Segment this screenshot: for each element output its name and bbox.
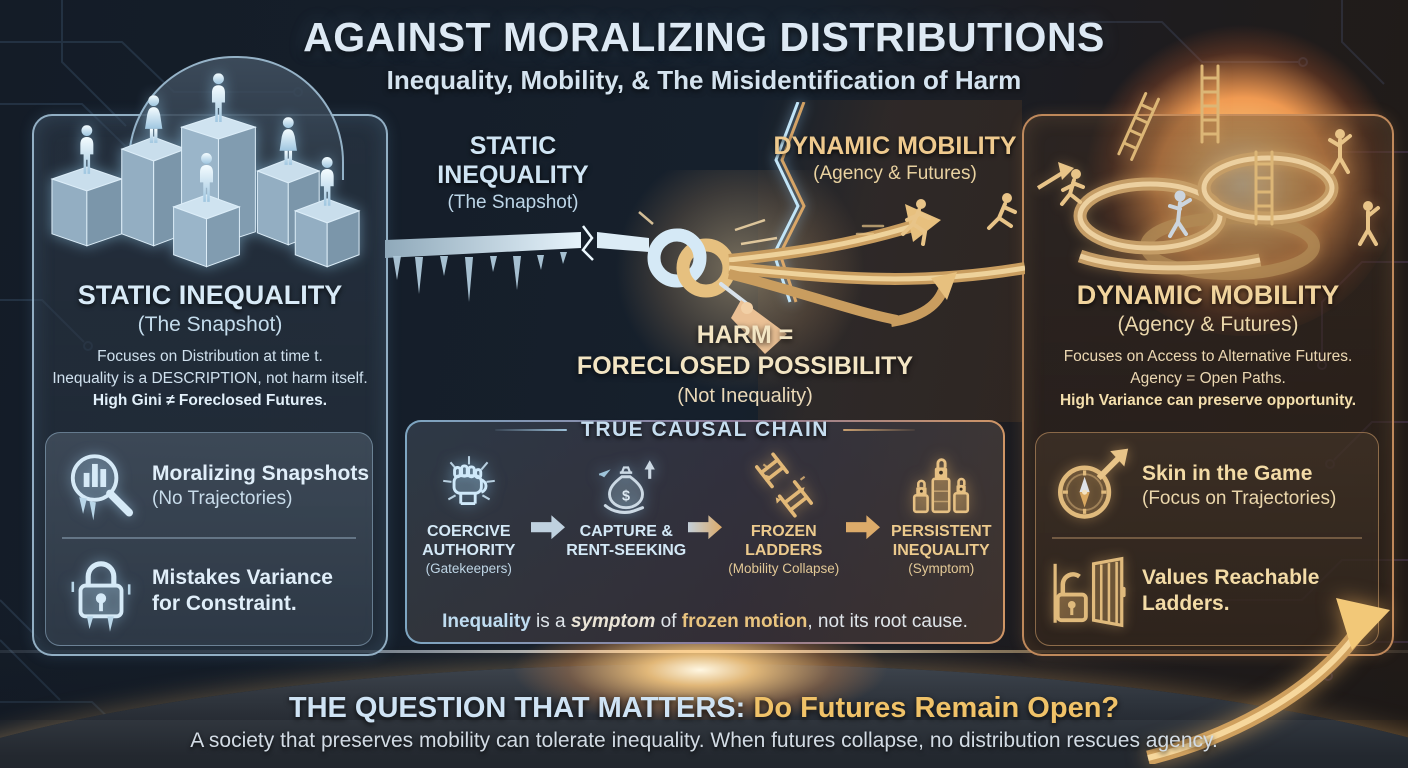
question-label: THE QUESTION THAT MATTERS: <box>288 692 754 724</box>
divider <box>1052 537 1362 539</box>
compass-arrow-icon <box>1058 448 1129 519</box>
page-title: AGAINST MORALIZING DISTRIBUTIONS <box>303 14 1105 60</box>
chain-step-title: FROZEN LADDERS <box>745 523 823 560</box>
divider <box>62 537 356 539</box>
conclusion-symptom: symptom <box>570 611 656 632</box>
dynamic-mobility-panel: DYNAMIC MOBILITY (Agency & Futures) Focu… <box>1022 64 1394 656</box>
harm-subheading: (Not Inequality) <box>677 384 813 407</box>
right-body-line1: Focuses on Access to Alternative Futures… <box>1063 348 1353 365</box>
winding-paths-illustration <box>1036 64 1380 280</box>
dynamic-side-label: DYNAMIC MOBILITY (Agency & Futures) <box>752 132 1038 185</box>
list-item-subtitle: (No Trajectories) <box>152 488 293 510</box>
right-sub-card: Skin in the Game (Focus on Trajectories)… <box>1035 432 1379 646</box>
chain-step-title: CAPTURE & RENT-SEEKING <box>566 523 687 560</box>
conclusion-text: of <box>655 611 682 632</box>
list-item-title: Moralizing Snapshots <box>152 462 370 485</box>
chain-step-coercive-authority: COERCIVE AUTHORITY (Gatekeepers) <box>407 452 531 576</box>
static-label-heading: STATIC INEQUALITY <box>437 132 589 189</box>
chain-step-title: PERSISTENT INEQUALITY <box>891 523 992 560</box>
right-body-line2: Agency = Open Paths. <box>1130 370 1286 387</box>
left-body-line1: Focuses on Distribution at time t. <box>97 348 323 365</box>
list-item-title: Values Reachable Ladders. <box>1142 565 1320 615</box>
right-panel-body: Focuses on Access to Alternative Futures… <box>1024 346 1392 412</box>
static-inequality-panel: STATIC INEQUALITY (The Snapshot) Focuses… <box>32 56 388 656</box>
money-bag-in-hand-icon: $ <box>599 460 656 514</box>
chain-steps: COERCIVE AUTHORITY (Gatekeepers) $ CAPTU <box>407 452 1003 576</box>
broken-ladder-icon <box>754 452 813 518</box>
upward-swoosh-arrow <box>1146 598 1390 764</box>
question-highlight: Do Futures Remain Open? <box>753 692 1120 724</box>
left-panel-subheading: (The Snapshot) <box>137 313 283 336</box>
frozen-magnifier-bar-chart-icon <box>70 454 134 521</box>
chain-title: TRUE CAUSAL CHAIN <box>581 418 829 441</box>
open-padlock-door-icon <box>1053 556 1126 628</box>
footer-question: THE QUESTION THAT MATTERS: Do Futures Re… <box>0 692 1408 725</box>
chain-step-subtitle: (Symptom) <box>908 561 975 577</box>
chain-arrow-icon <box>688 515 722 540</box>
chain-arrow-icon <box>845 515 880 540</box>
chain-step-capture-rent-seeking: $ CAPTURE & RENT-SEEKING <box>565 452 689 576</box>
left-sub-card: Moralizing Snapshots (No Trajectories) <box>45 432 373 646</box>
right-panel-heading: DYNAMIC MOBILITY <box>1076 280 1340 310</box>
page-subtitle: Inequality, Mobility, & The Misidentific… <box>386 65 1022 95</box>
footer-caption: A society that preserves mobility can to… <box>190 729 1218 752</box>
list-item-title: Mistakes Variance for Constraint. <box>152 565 333 615</box>
list-item-title: Skin in the Game <box>1142 462 1313 485</box>
locked-bars-icon <box>913 458 970 514</box>
frozen-figures-illustration <box>50 73 361 268</box>
chain-arrow-icon <box>530 515 565 540</box>
conclusion-text: , not its root cause. <box>807 611 968 632</box>
list-item: Mistakes Variance for Constraint. <box>46 541 372 641</box>
conclusion-inequality: Inequality <box>442 611 531 632</box>
list-item-subtitle: (Focus on Trajectories) <box>1142 488 1337 510</box>
raised-fist-icon <box>442 456 495 506</box>
right-body-line3: High Variance can preserve opportunity. <box>1059 392 1357 409</box>
left-panel-body: Focuses on Distribution at time t. Inequ… <box>34 346 386 412</box>
right-panel-subheading: (Agency & Futures) <box>1117 313 1299 336</box>
static-label-subheading: (The Snapshot) <box>447 192 579 213</box>
harm-definition: HARM = FORECLOSED POSSIBILITY (Not Inequ… <box>553 320 937 408</box>
chain-step-frozen-ladders: FROZEN LADDERS (Mobility Collapse) <box>722 452 846 576</box>
chain-title-row: TRUE CAUSAL CHAIN <box>407 418 1003 442</box>
left-panel-heading: STATIC INEQUALITY <box>77 280 343 310</box>
list-item: Skin in the Game (Focus on Trajectories) <box>1036 436 1378 536</box>
left-body-line3: High Gini ≠ Foreclosed Futures. <box>92 392 328 409</box>
conclusion-text: is a <box>530 611 571 632</box>
conclusion-frozen-motion: frozen motion <box>681 611 808 632</box>
list-item: Values Reachable Ladders. <box>1036 541 1378 641</box>
left-body-line2: Inequality is a DESCRIPTION, not harm it… <box>52 370 368 387</box>
divider <box>842 428 915 432</box>
svg-text:$: $ <box>622 488 630 504</box>
frozen-beam-knot-branches-illustration <box>385 193 1025 354</box>
chain-step-subtitle: (Mobility Collapse) <box>728 561 840 577</box>
chain-step-subtitle: (Gatekeepers) <box>425 561 512 577</box>
true-causal-chain-box: TRUE CAUSAL CHAIN <box>405 418 1005 644</box>
harm-headline: HARM = FORECLOSED POSSIBILITY <box>576 321 914 381</box>
static-side-label: STATIC INEQUALITY (The Snapshot) <box>393 132 633 214</box>
chain-conclusion: Inequality is a symptom of frozen motion… <box>407 611 1003 633</box>
dynamic-label-heading: DYNAMIC MOBILITY <box>773 132 1017 160</box>
warm-zone-wash <box>758 100 1022 422</box>
frozen-padlock-icon <box>71 561 131 632</box>
chain-step-persistent-inequality: PERSISTENT INEQUALITY (Symptom) <box>880 452 1004 576</box>
chain-step-title: COERCIVE AUTHORITY <box>422 523 516 560</box>
header: AGAINST MORALIZING DISTRIBUTIONS Inequal… <box>0 14 1408 96</box>
list-item: Moralizing Snapshots (No Trajectories) <box>46 436 372 536</box>
dynamic-label-subheading: (Agency & Futures) <box>813 163 977 184</box>
divider <box>495 428 568 432</box>
